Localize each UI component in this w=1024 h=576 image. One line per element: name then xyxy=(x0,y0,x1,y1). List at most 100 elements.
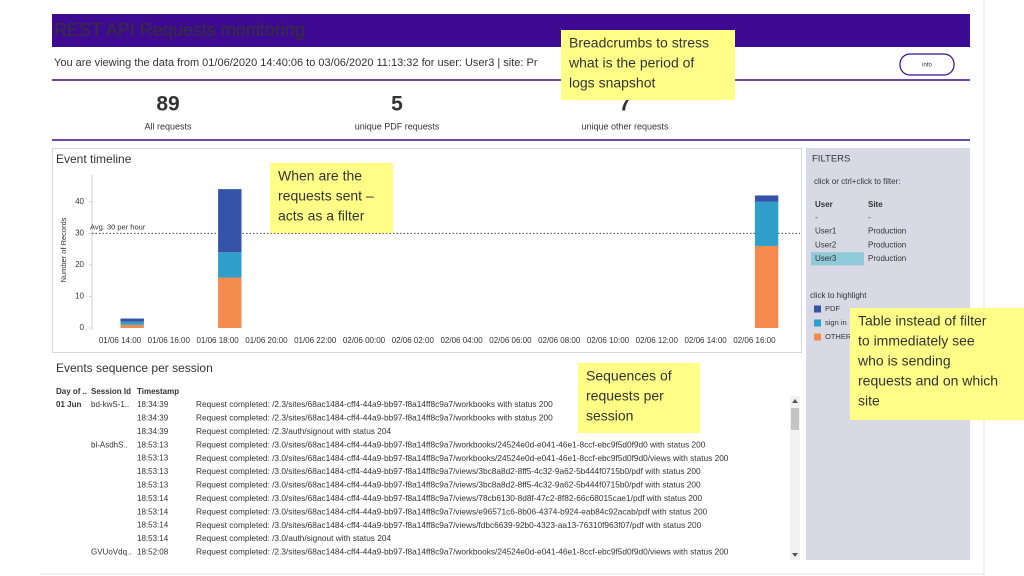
message-cell: Request completed: /3.0/sites/68ac1484-c… xyxy=(196,520,702,530)
time-cell: 18:53:14 xyxy=(137,507,169,516)
annotation-box xyxy=(850,308,1024,420)
x-tick-label: 01/06 20:00 xyxy=(245,336,288,345)
message-cell: Request completed: /3.0/sites/68ac1484-c… xyxy=(196,480,701,490)
session-cell: bl-AsdhS.. xyxy=(91,440,128,449)
time-cell: 18:53:14 xyxy=(137,521,169,530)
message-cell: Request completed: /3.0/sites/68ac1484-c… xyxy=(196,506,708,516)
time-cell: 18:53:13 xyxy=(137,481,169,490)
y-tick-label: 0 xyxy=(80,323,85,332)
message-cell: Request completed: /3.0/auth/signout wit… xyxy=(196,533,391,543)
filter-user[interactable]: User1 xyxy=(815,227,837,236)
x-tick-label: 02/06 00:00 xyxy=(343,336,386,345)
kpi-label: All requests xyxy=(144,121,192,131)
annotation-text: Sequences of xyxy=(586,368,672,384)
x-tick-label: 02/06 12:00 xyxy=(636,336,679,345)
message-cell: Request completed: /3.0/sites/68ac1484-c… xyxy=(196,466,701,476)
annotation-text: what is the period of xyxy=(568,55,694,71)
time-cell: 18:53:14 xyxy=(137,534,169,543)
filter-column: User xyxy=(815,200,833,209)
legend-label[interactable]: sign in xyxy=(825,318,847,327)
legend-swatch[interactable] xyxy=(814,319,821,327)
filter-site[interactable]: Production xyxy=(868,254,906,263)
bar-segment[interactable] xyxy=(120,324,144,328)
info-button[interactable] xyxy=(899,53,955,76)
day-cell: 01 Jun xyxy=(56,400,81,409)
message-cell: Request completed: /2.3/sites/68ac1484-c… xyxy=(196,399,553,409)
x-tick-label: 01/06 22:00 xyxy=(294,336,337,345)
message-cell: Request completed: /2.3/sites/68ac1484-c… xyxy=(196,413,553,423)
bar-segment[interactable] xyxy=(754,195,779,202)
filter-user[interactable]: - xyxy=(815,213,818,222)
filter-user[interactable]: User3 xyxy=(815,254,837,263)
legend-swatch[interactable] xyxy=(814,305,821,313)
time-cell: 18:34:39 xyxy=(137,427,169,436)
message-cell: Request completed: /2.3/auth/signout wit… xyxy=(196,426,391,436)
bar-segment[interactable] xyxy=(218,277,242,328)
bar-segment[interactable] xyxy=(120,321,144,325)
annotation-text: Breadcrumbs to stress xyxy=(569,35,709,51)
time-cell: 18:34:39 xyxy=(137,414,169,423)
info-label[interactable]: info xyxy=(922,63,932,69)
time-cell: 18:53:14 xyxy=(137,494,169,503)
bar-segment[interactable] xyxy=(754,201,779,246)
scrollbar[interactable] xyxy=(790,396,800,560)
bar-segment[interactable] xyxy=(218,189,242,253)
kpi-value: 7 xyxy=(619,93,631,116)
kpi-label: unique PDF requests xyxy=(355,121,440,131)
highlight-hint: click to highlight xyxy=(810,291,867,300)
legend-swatch[interactable] xyxy=(814,333,821,341)
annotation-text: to immediately see xyxy=(858,333,975,349)
x-tick-label: 02/06 02:00 xyxy=(392,336,435,345)
y-tick-label: 30 xyxy=(75,228,84,237)
annotation-box xyxy=(270,163,393,233)
y-tick-label: 40 xyxy=(75,197,84,206)
time-cell: 18:53:13 xyxy=(137,467,169,476)
filter-user[interactable]: User2 xyxy=(815,240,837,249)
x-tick-label: 02/06 10:00 xyxy=(587,336,630,345)
message-cell: Request completed: /3.0/sites/68ac1484-c… xyxy=(196,439,706,449)
column-header: Timestamp xyxy=(137,387,179,396)
annotation-text: site xyxy=(858,393,880,409)
title: REST API xyxy=(54,20,135,40)
legend-label[interactable]: OTHER xyxy=(825,332,852,341)
filter-site[interactable]: Production xyxy=(868,240,906,249)
annotation-text: acts as a filter xyxy=(278,208,365,224)
x-tick-label: 02/06 08:00 xyxy=(538,336,581,345)
kpi-value: 89 xyxy=(156,93,179,116)
annotation-text: requests and on which xyxy=(858,373,998,389)
y-tick-label: 10 xyxy=(75,292,84,301)
x-tick-label: 02/06 04:00 xyxy=(440,336,483,345)
filters-title: FILTERS xyxy=(812,154,850,165)
bar-segment[interactable] xyxy=(754,245,779,328)
timeline-panel xyxy=(52,148,802,353)
legend-label[interactable]: PDF xyxy=(825,304,840,313)
filter-site[interactable]: - xyxy=(868,213,871,222)
annotation-text: who is sending xyxy=(857,353,951,369)
kpi-label: unique other requests xyxy=(581,121,669,131)
selected-row[interactable] xyxy=(811,252,864,266)
x-tick-label: 02/06 16:00 xyxy=(733,336,776,345)
time-cell: 18:52:08 xyxy=(137,548,169,557)
scrollbar-thumb[interactable] xyxy=(791,408,799,430)
bar-segment[interactable] xyxy=(218,252,242,278)
time-cell: 18:53:13 xyxy=(137,454,169,463)
time-cell: 18:53:13 xyxy=(137,440,169,449)
message-cell: Request completed: /2.3/sites/68ac1484-c… xyxy=(196,547,729,557)
session-cell: GVUoVdq.. xyxy=(91,548,131,557)
annotation-text: When are the xyxy=(278,168,362,184)
annotation-text: session xyxy=(586,408,633,424)
reference-label: Avg. 30 per hour xyxy=(90,222,146,231)
annotation-text: requests per xyxy=(586,388,664,404)
column-header: Session Id xyxy=(91,387,131,396)
chart-title: Event timeline xyxy=(56,152,132,166)
filters-hint: click or ctrl+click to filter: xyxy=(814,177,900,186)
x-tick-label: 01/06 16:00 xyxy=(148,336,191,345)
section-title: Events sequence per session xyxy=(56,361,213,375)
time-cell: 18:34:39 xyxy=(137,400,169,409)
y-axis-label: Number of Records xyxy=(59,217,68,282)
kpi-value: 5 xyxy=(391,93,403,116)
x-tick-label: 01/06 14:00 xyxy=(99,336,142,345)
bar-segment[interactable] xyxy=(120,318,144,322)
filter-site[interactable]: Production xyxy=(868,227,906,236)
